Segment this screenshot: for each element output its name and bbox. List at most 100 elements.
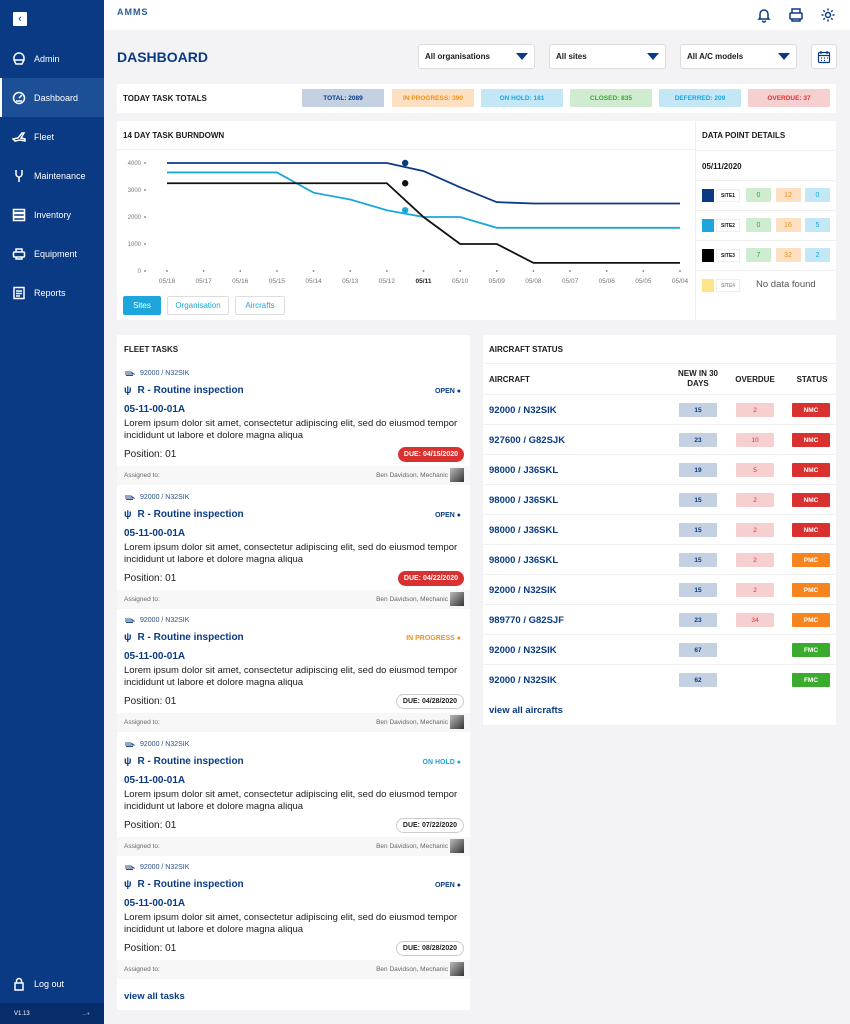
total-badge[interactable]: CLOSED: 835 [570, 89, 652, 107]
task-title[interactable]: R - Routine inspection [137, 755, 244, 767]
aircraft-row[interactable]: 92000 / N32SIK 67 FMC [483, 634, 836, 664]
task-title[interactable]: R - Routine inspection [137, 632, 244, 643]
task-item[interactable]: 92000 / N32SIK ψ R - Routine inspection O… [117, 733, 470, 857]
chart-filter-sites[interactable]: Sites [123, 296, 161, 315]
task-assignee-row: Assigned to: Ben Davidson, Mechanic [117, 589, 470, 609]
status-badge: FMC [792, 673, 830, 687]
aircraft-name[interactable]: 92000 / N32SIK [489, 675, 557, 686]
aircraft-row[interactable]: 98000 / J36SKL 15 2 PMC [483, 544, 836, 574]
task-aircraft[interactable]: 92000 / N32SIK [140, 370, 190, 377]
assignee-name[interactable]: Ben Davidson, Mechanic [376, 472, 448, 479]
chart-filter-aircrafts[interactable]: Aircrafts [235, 296, 285, 315]
task-due-badge: DUE: 04/22/2020 [397, 570, 464, 586]
assigned-label: Assigned to: [124, 966, 160, 973]
task-item[interactable]: 92000 / N32SIK ψ R - Routine inspection O… [117, 856, 470, 980]
y-tick-label: 3000 [128, 188, 142, 194]
print-icon[interactable] [788, 7, 804, 23]
site-row[interactable]: SITE2 0 16 5 [696, 210, 836, 240]
notifications-bell-icon[interactable] [756, 7, 772, 23]
total-badge[interactable]: DEFERRED: 209 [659, 89, 741, 107]
aircraft-row[interactable]: 98000 / J36SKL 15 2 NMC [483, 514, 836, 544]
top-bar: AMMS [104, 0, 850, 30]
sidebar-item-admin[interactable]: Admin [0, 39, 104, 78]
aircraft-row[interactable]: 989770 / G82SJF 23 34 PMC [483, 604, 836, 634]
x-tick-dot [569, 270, 571, 272]
view-all-tasks-link[interactable]: view all tasks [124, 991, 185, 1002]
aircraft-name[interactable]: 92000 / N32SIK [489, 405, 557, 416]
aircraft-name[interactable]: 98000 / J36SKL [489, 525, 559, 536]
sidebar-item-dashboard[interactable]: Dashboard [0, 78, 104, 117]
sidebar-item-fleet[interactable]: Fleet [0, 117, 104, 156]
y-tick-label: 1000 [128, 242, 142, 248]
aircraft-row[interactable]: 92000 / N32SIK 62 FMC [483, 664, 836, 694]
collapse-sidebar-button[interactable]: ‹ [13, 12, 27, 26]
task-title[interactable]: R - Routine inspection [137, 385, 244, 396]
x-tick-label: 05/04 [672, 278, 689, 285]
aircraft-row[interactable]: 92000 / N32SIK 15 2 NMC [483, 394, 836, 424]
aircraft-name[interactable]: 92000 / N32SIK [489, 645, 557, 656]
aircraft-name[interactable]: 989770 / G82SJF [489, 615, 564, 626]
aircraft-name[interactable]: 92000 / N32SIK [489, 585, 557, 596]
overdue-count-badge: 10 [736, 433, 774, 447]
task-description: Lorem ipsum dolor sit amet, consectetur … [124, 665, 458, 688]
task-item[interactable]: 92000 / N32SIK ψ R - Routine inspection O… [117, 362, 470, 486]
task-aircraft[interactable]: 92000 / N32SIK [140, 740, 190, 748]
total-badge[interactable]: ON HOLD: 181 [481, 89, 563, 107]
assignee-avatar [450, 838, 464, 853]
assignee-name[interactable]: Ben Davidson, Mechanic [376, 966, 448, 973]
printer-icon [12, 247, 26, 260]
site-row[interactable]: SITE4 No data found [696, 270, 836, 300]
task-aircraft[interactable]: 92000 / N32SIK [140, 864, 190, 871]
aircraft-name[interactable]: 98000 / J36SKL [489, 495, 559, 506]
task-aircraft[interactable]: 92000 / N32SIK [140, 617, 190, 624]
total-badge[interactable]: TOTAL: 2089 [302, 89, 384, 107]
task-code: 05-11-00-01A [124, 527, 186, 539]
chart-filter-organisation[interactable]: Organisation [167, 296, 229, 315]
status-badge: NMC [792, 403, 830, 417]
task-title[interactable]: R - Routine inspection [137, 508, 244, 520]
total-badge[interactable]: OVERDUE: 37 [748, 89, 830, 107]
total-badge[interactable]: IN PROGRESS: 390 [392, 89, 474, 107]
col-aircraft: AIRCRAFT [489, 375, 530, 384]
sidebar-item-equipment[interactable]: Equipment [0, 234, 104, 273]
task-title[interactable]: R - Routine inspection [137, 879, 244, 890]
site-dropdown[interactable]: All sites [549, 44, 666, 69]
wrench-icon: ψ [124, 385, 132, 396]
sidebar-item-maintenance[interactable]: Maintenance [0, 156, 104, 195]
task-item[interactable]: 92000 / N32SIK ψ R - Routine inspection O… [117, 486, 470, 610]
today-totals-card: TODAY TASK TOTALS TOTAL: 2089 IN PROGRESS… [117, 84, 836, 113]
site-swatch [702, 279, 714, 292]
aircraft-name[interactable]: 98000 / J36SKL [489, 555, 559, 566]
x-tick-dot [605, 270, 608, 272]
settings-gear-icon[interactable] [820, 7, 836, 23]
aircraft-name[interactable]: 98000 / J36SKL [489, 465, 559, 476]
assignee-name[interactable]: Ben Davidson, Mechanic [376, 842, 448, 850]
aircraft-name[interactable]: 927600 / G82SJK [489, 435, 566, 446]
view-all-aircrafts-link[interactable]: view all aircrafts [489, 705, 563, 716]
aircraft-row[interactable]: 92000 / N32SIK 15 2 PMC [483, 574, 836, 604]
overdue-count-badge: 2 [736, 553, 774, 567]
new-count-badge: 15 [679, 493, 717, 507]
organisation-dropdown[interactable]: All organisations [418, 44, 535, 69]
sidebar: ‹ Admin Dashboard Fleet Maintenance Inventor… [0, 0, 104, 1024]
task-item[interactable]: 92000 / N32SIK ψ R - Routine inspection I… [117, 609, 470, 733]
sidebar-item-reports[interactable]: Reports [0, 273, 104, 312]
aircraft-row[interactable]: 927600 / G82SJK 23 10 NMC [483, 424, 836, 454]
sidebar-item-label: Reports [34, 287, 66, 298]
site-row[interactable]: SITE1 0 12 0 [696, 180, 836, 210]
task-aircraft[interactable]: 92000 / N32SIK [140, 493, 190, 501]
site-row[interactable]: SITE3 7 32 2 [696, 240, 836, 270]
assignee-name[interactable]: Ben Davidson, Mechanic [376, 595, 448, 603]
aircraft-row[interactable]: 98000 / J36SKL 15 2 NMC [483, 484, 836, 514]
aircraft-row[interactable]: 98000 / J36SKL 19 5 NMC [483, 454, 836, 484]
calendar-button[interactable] [811, 44, 837, 69]
assignee-name[interactable]: Ben Davidson, Mechanic [376, 719, 448, 726]
sidebar-item-inventory[interactable]: Inventory [0, 195, 104, 234]
aircraft-status-title: AIRCRAFT STATUS [489, 345, 563, 354]
x-tick-label: 05/05 [635, 278, 652, 285]
helmet-icon [13, 51, 25, 65]
today-totals-title: TODAY TASK TOTALS [123, 94, 207, 103]
logout-button[interactable]: Log out [0, 964, 104, 1003]
logout-label: Log out [34, 978, 65, 989]
model-dropdown[interactable]: All A/C models [680, 44, 797, 69]
